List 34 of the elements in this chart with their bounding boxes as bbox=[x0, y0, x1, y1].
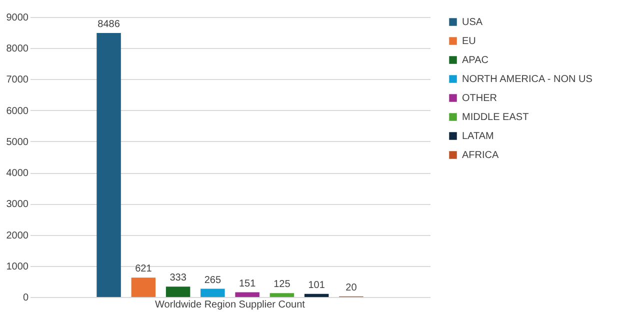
y-tick-label: 0 bbox=[22, 292, 29, 304]
data-label: 265 bbox=[204, 274, 222, 286]
x-tick-label: Worldwide Region Supplier Count bbox=[155, 300, 306, 310]
data-label: 8486 bbox=[98, 18, 120, 30]
legend-label: MIDDLE EAST bbox=[462, 112, 529, 123]
legend-label: NORTH AMERICA - NON US bbox=[462, 74, 593, 85]
y-tick-label: 1000 bbox=[6, 261, 29, 272]
bar bbox=[304, 294, 329, 297]
bar bbox=[166, 286, 190, 297]
y-tick-label: 3000 bbox=[6, 199, 29, 210]
y-tick-label: 6000 bbox=[6, 106, 29, 117]
bar bbox=[270, 293, 294, 297]
data-label: 151 bbox=[238, 278, 256, 290]
bar bbox=[235, 292, 260, 297]
legend-label: AFRICA bbox=[462, 150, 499, 161]
y-tick-label: 4000 bbox=[6, 168, 29, 180]
bar bbox=[131, 278, 156, 297]
data-label: 20 bbox=[346, 282, 358, 294]
y-tick-label: 5000 bbox=[6, 136, 29, 148]
data-label: 125 bbox=[274, 279, 291, 290]
legend-label: APAC bbox=[462, 55, 488, 66]
legend-label: EU bbox=[462, 36, 476, 47]
y-tick-label: 2000 bbox=[6, 230, 29, 242]
y-tick-label: 7000 bbox=[6, 74, 29, 86]
legend-label: USA bbox=[462, 17, 483, 28]
bar bbox=[200, 288, 225, 297]
data-label: 621 bbox=[135, 264, 152, 275]
y-tick-label: 8000 bbox=[6, 44, 29, 55]
y-tick-label: 9000 bbox=[6, 12, 29, 24]
data-label: 101 bbox=[308, 280, 326, 291]
legend-label: OTHER bbox=[462, 93, 497, 104]
data-label: 333 bbox=[170, 272, 187, 284]
legend-label: LATAM bbox=[462, 131, 494, 142]
bar bbox=[96, 32, 121, 297]
